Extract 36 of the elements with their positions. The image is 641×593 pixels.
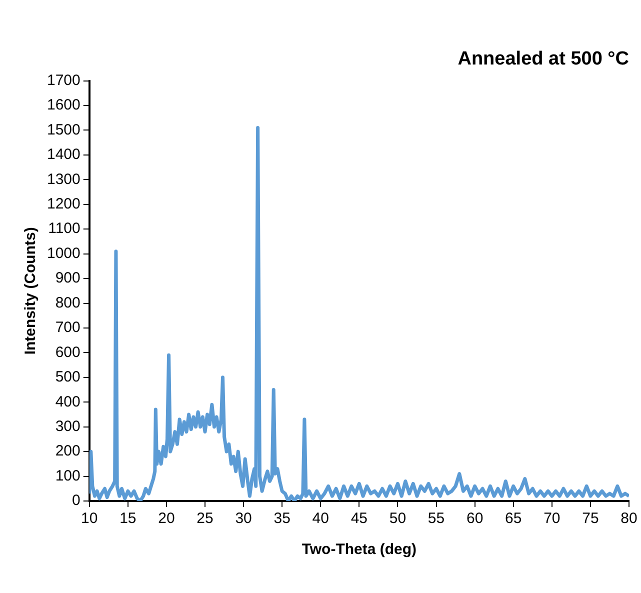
y-tick-label: 900 [55,270,80,287]
x-tick-label: 55 [428,510,445,528]
y-tick-label: 1100 [48,220,80,238]
y-tick-label: 1700 [46,72,80,89]
y-tick-label: 700 [55,319,80,336]
x-tick-label: 60 [466,510,484,528]
x-tick-label: 75 [582,510,599,528]
x-tick-label: 65 [505,510,522,528]
y-tick-label: 100 [55,467,80,484]
y-tick-label: 800 [55,294,80,312]
x-tick-label: 80 [620,510,638,528]
y-tick-label: 1600 [46,96,80,114]
x-tick-label: 50 [389,510,406,528]
x-tick-label: 40 [312,510,329,528]
x-axis-title: Two-Theta (deg) [302,541,417,558]
y-tick-label: 400 [55,393,80,410]
y-tick-label: 200 [55,442,80,460]
x-tick-label: 30 [235,510,252,528]
x-tick-label: 45 [350,510,368,528]
x-tick-label: 20 [158,510,175,528]
y-tick-label: 1200 [46,196,80,213]
y-tick-label: 1500 [46,121,80,138]
x-tick-label: 70 [544,510,560,528]
chart-title: Annealed at 500 °C [458,48,630,70]
y-tick-label: 0 [72,492,80,510]
y-axis-title: Intensity (Counts) [22,227,40,355]
x-tick-label: 15 [120,510,136,528]
y-tick-label: 500 [55,368,80,386]
y-tick-label: 1300 [46,170,80,188]
y-tick-label: 600 [55,344,80,361]
x-tick-label: 10 [81,510,98,528]
x-tick-label: 25 [196,510,214,528]
y-tick-label: 1400 [46,146,80,164]
x-tick-label: 35 [274,510,290,528]
y-tick-label: 300 [55,418,80,435]
y-tick-label: 1000 [46,244,80,262]
